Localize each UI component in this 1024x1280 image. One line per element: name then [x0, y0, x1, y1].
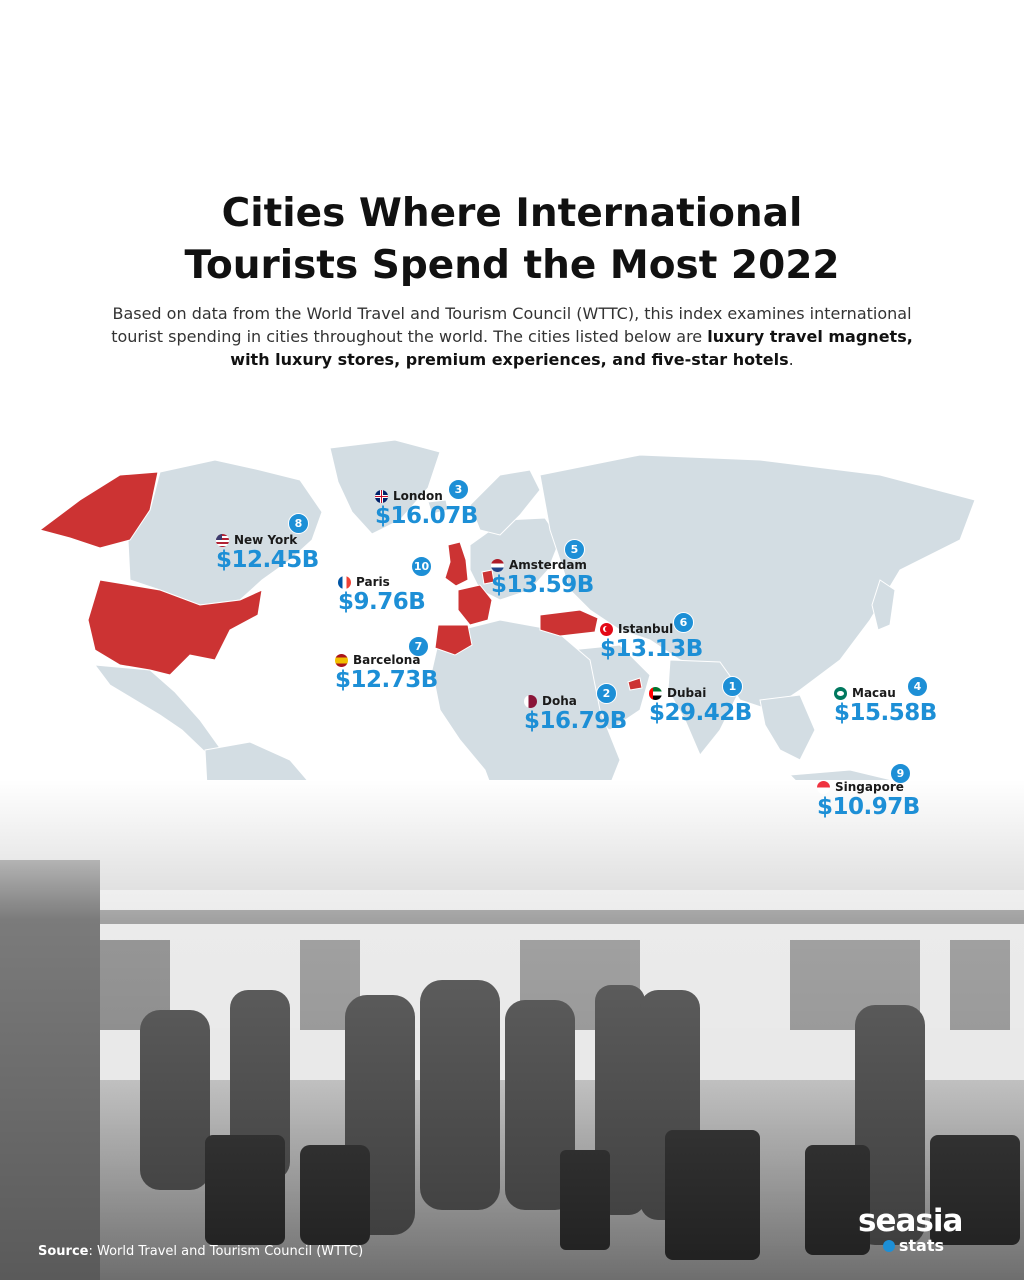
- title-line-2: Tourists Spend the Most 2022: [184, 243, 840, 288]
- france-highlight: [457, 584, 493, 626]
- city-name-paris: Paris: [356, 575, 390, 589]
- subtitle-text: Based on data from the World Travel and …: [111, 304, 912, 346]
- central-america-shape: [93, 664, 221, 753]
- city-value-paris: $9.76B: [338, 589, 426, 615]
- source-label: Source: [38, 1244, 89, 1259]
- city-name-dubai: Dubai: [667, 686, 707, 700]
- subtitle-emphasis: luxury travel magnets, with luxury store…: [230, 327, 913, 369]
- rank-badge-doha: 2: [596, 683, 617, 704]
- city-name-singapore: Singapore: [835, 780, 904, 794]
- flag-macau-icon: [834, 686, 847, 700]
- iceland-shape: [427, 499, 449, 515]
- japan-shape: [871, 579, 896, 631]
- page-title: Cities Where International Tourists Spen…: [0, 188, 1024, 292]
- rank-badge-istanbul: 6: [673, 612, 694, 633]
- source-credit: Source: World Travel and Tourism Council…: [38, 1244, 363, 1259]
- rank-badge-new-york: 8: [288, 513, 309, 534]
- flag-turkey-icon: [600, 622, 613, 636]
- netherlands-highlight: [481, 569, 495, 585]
- uae-highlight: [627, 677, 643, 691]
- city-value-istanbul: $13.13B: [600, 636, 703, 662]
- alaska-highlight: [38, 471, 159, 549]
- city-value-london: $16.07B: [375, 503, 478, 529]
- title-line-1: Cities Where International: [221, 191, 803, 236]
- city-name-doha: Doha: [542, 694, 577, 708]
- greenland-shape: [329, 439, 441, 535]
- city-name-new-york: New York: [234, 533, 298, 547]
- city-value-doha: $16.79B: [524, 708, 627, 734]
- flag-uk-icon: [375, 489, 388, 503]
- city-value-dubai: $29.42B: [649, 700, 752, 726]
- flag-netherlands-icon: [491, 558, 504, 572]
- city-name-macau: Macau: [852, 686, 896, 700]
- city-value-barcelona: $12.73B: [335, 667, 438, 693]
- city-value-macau: $15.58B: [834, 700, 937, 726]
- city-name-barcelona: Barcelona: [353, 653, 421, 667]
- rank-badge-dubai: 1: [722, 676, 743, 697]
- rank-badge-london: 3: [448, 479, 469, 500]
- brand-name: seasia: [858, 1203, 963, 1239]
- city-name-istanbul: Istanbul: [618, 622, 674, 636]
- brand-subname: stats: [898, 1236, 944, 1255]
- turkey-highlight: [539, 609, 599, 637]
- flag-spain-icon: [335, 653, 348, 667]
- city-value-singapore: $10.97B: [817, 794, 920, 820]
- flag-usa-icon: [216, 533, 229, 547]
- rank-badge-singapore: 9: [890, 763, 911, 784]
- background-photo: [0, 780, 1024, 1280]
- source-text: : World Travel and Tourism Council (WTTC…: [88, 1244, 364, 1259]
- brand-dot-icon: [882, 1239, 895, 1252]
- flag-france-icon: [338, 575, 351, 589]
- flag-uae-icon: [649, 686, 662, 700]
- page-subtitle: Based on data from the World Travel and …: [100, 302, 924, 371]
- spain-highlight: [434, 624, 473, 656]
- uk-highlight: [444, 541, 469, 587]
- brand-logo: seasia stats: [858, 1204, 988, 1255]
- rank-badge-paris: 10: [411, 556, 432, 577]
- southeast-asia-shape: [759, 694, 816, 761]
- rank-badge-barcelona: 7: [408, 636, 429, 657]
- rank-badge-amsterdam: 5: [564, 539, 585, 560]
- rank-badge-macau: 4: [907, 676, 928, 697]
- subtitle-end: .: [788, 350, 794, 369]
- travelers-photo-graphic: [0, 780, 1024, 1280]
- scandinavia-shape: [469, 469, 541, 536]
- city-value-amsterdam: $13.59B: [491, 572, 594, 598]
- canada-shape: [127, 459, 323, 606]
- usa-highlight: [87, 579, 263, 676]
- city-name-amsterdam: Amsterdam: [509, 558, 587, 572]
- flag-qatar-icon: [524, 694, 537, 708]
- city-name-london: London: [393, 489, 443, 503]
- flag-singapore-icon: [817, 780, 830, 794]
- city-value-new-york: $12.45B: [216, 547, 319, 573]
